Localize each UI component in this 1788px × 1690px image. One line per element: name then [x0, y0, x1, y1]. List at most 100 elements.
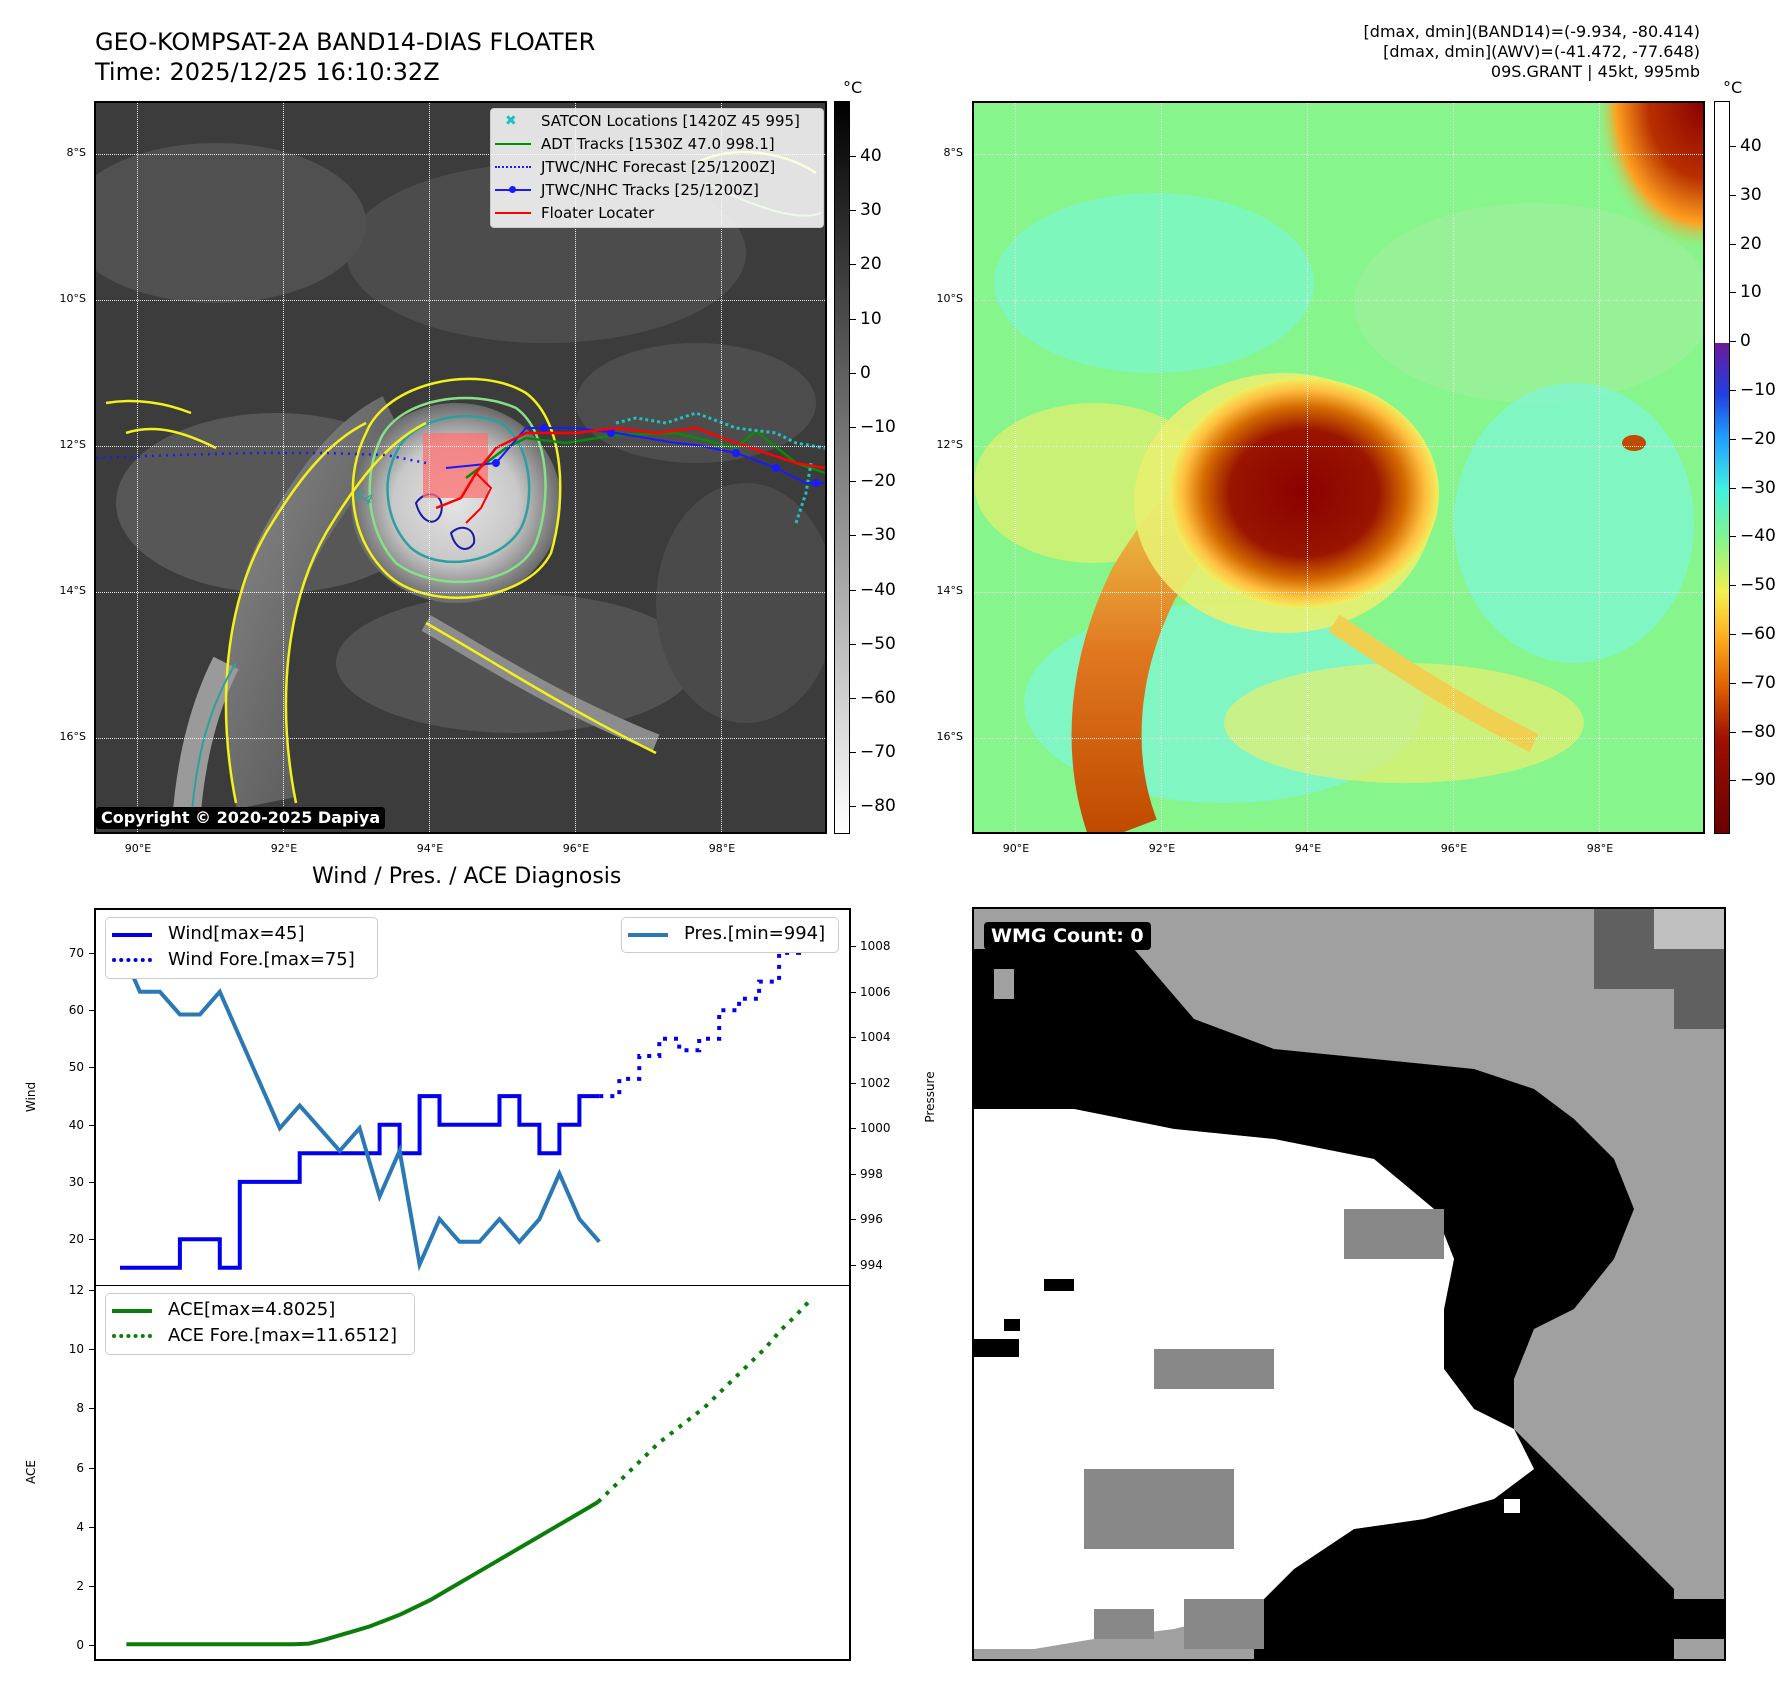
ir-lat-label-12s: 12°S — [59, 438, 86, 451]
enh-colorbar-tick-label: −90 — [1740, 770, 1776, 791]
ir-colorbar-tick-mark — [850, 318, 856, 320]
wind-legend: Wind[max=45] Wind Fore.[max=75] — [105, 917, 378, 979]
grid-lat-16 — [96, 738, 825, 739]
enh-colorbar-tick-label: −80 — [1740, 721, 1776, 742]
wind-ytick-mark — [89, 1067, 94, 1069]
grid-lon-90 — [137, 103, 138, 832]
ir-colorbar-tick-label: −80 — [860, 796, 896, 817]
wind-pressure-chart[interactable]: Wind[max=45] Wind Fore.[max=75] Pres.[mi… — [94, 908, 851, 1286]
ir-colorbar-tick-label: −30 — [860, 525, 896, 546]
info-awv-range: [dmax, dmin](AWV)=(-41.472, -77.648) — [1383, 42, 1700, 61]
pressure-ytick-mark — [851, 1173, 856, 1175]
ace-ytick-label: 10 — [68, 1342, 84, 1357]
grid-lat-12 — [96, 446, 825, 447]
contour-value-label: 64 — [352, 487, 375, 509]
enh-grid-lon-96 — [1453, 103, 1454, 832]
ace-ytick-label: 12 — [68, 1282, 84, 1297]
enh-colorbar-tick-mark — [1730, 536, 1736, 538]
ace-ytick-label: 0 — [76, 1638, 84, 1653]
enh-colorbar-tick-mark — [1730, 341, 1736, 343]
enh-colorbar-tick-mark — [1730, 292, 1736, 294]
ace-axis-label: ACE — [24, 1460, 38, 1484]
enh-colorbar-tick-mark — [1730, 780, 1736, 782]
wind-fore-line-icon — [112, 958, 152, 962]
grid-lon-96 — [575, 103, 576, 832]
pressure-ytick-label: 1008 — [860, 939, 891, 954]
enh-lat-label-12s: 12°S — [936, 438, 963, 451]
ir-lat-label-16s: 16°S — [59, 730, 86, 743]
ir-lon-label-98e: 98°E — [708, 842, 736, 855]
ir-colorbar-tick-label: 20 — [860, 254, 882, 275]
pressure-ytick-mark — [851, 1128, 856, 1130]
pressure-ytick-mark — [851, 1082, 856, 1084]
pressure-ytick-label: 1004 — [860, 1030, 891, 1045]
ace-ytick-mark — [89, 1645, 94, 1647]
ir-colorbar-tick-label: −10 — [860, 417, 896, 437]
enh-grid-lat-14 — [974, 592, 1703, 593]
ace-ytick-label: 8 — [76, 1401, 84, 1416]
enh-lat-label-14s: 14°S — [936, 584, 963, 597]
ir-colorbar-tick-mark — [850, 264, 856, 266]
ir-colorbar-tick-mark — [850, 752, 856, 754]
wind-ytick-mark — [89, 952, 94, 954]
enhanced-map-panel[interactable] — [972, 101, 1705, 834]
enhanced-ir-image — [974, 103, 1703, 832]
adt-track — [465, 429, 825, 479]
series-wind — [120, 1094, 600, 1270]
enh-colorbar-tick-mark — [1730, 585, 1736, 587]
enh-colorbar-tick-mark — [1730, 243, 1736, 245]
wmg-panel[interactable]: WMG Count: 0 — [972, 907, 1726, 1661]
enh-lat-label-8s: 8°S — [943, 146, 963, 159]
wind-ytick-mark — [89, 1239, 94, 1241]
ir-colorbar-tick-label: 10 — [860, 308, 882, 329]
pressure-ytick-mark — [851, 1219, 856, 1221]
ace-chart[interactable]: ACE[max=4.8025] ACE Fore.[max=11.6512] — [94, 1285, 851, 1661]
pressure-ytick-label: 998 — [860, 1166, 883, 1181]
ace-ytick-label: 6 — [76, 1460, 84, 1475]
ir-colorbar-tick-label: −70 — [860, 742, 896, 763]
pressure-ytick-mark — [851, 1037, 856, 1039]
wind-ytick-mark — [89, 1181, 94, 1183]
ir-colorbar-tick-label: 40 — [860, 146, 882, 166]
ir-colorbar-tick-mark — [850, 427, 856, 428]
enh-grid-lat-16 — [974, 738, 1703, 739]
wind-line-icon — [112, 933, 152, 937]
enh-colorbar-tick-label: −10 — [1740, 380, 1776, 400]
ir-colorbar-tick-mark — [850, 698, 856, 699]
ace-ytick-mark — [89, 1585, 94, 1587]
ace-fore-line-icon — [112, 1334, 152, 1338]
ace-ytick-mark — [89, 1408, 94, 1410]
enh-grid-lon-92 — [1161, 103, 1162, 832]
enh-colorbar-tick-mark — [1730, 731, 1736, 733]
enh-lon-label-90e: 90°E — [1002, 842, 1030, 855]
ir-lon-label-94e: 94°E — [416, 842, 444, 855]
diagnosis-title: Wind / Pres. / ACE Diagnosis — [312, 864, 622, 889]
wind-ytick-label: 70 — [68, 945, 84, 960]
ir-map-panel[interactable]: 64 ✖ SATCON Locations [1420Z 45 995] ADT… — [94, 101, 827, 834]
ace-legend: ACE[max=4.8025] ACE Fore.[max=11.6512] — [105, 1293, 415, 1355]
ace-ytick-label: 2 — [76, 1578, 84, 1593]
satcon-markers — [615, 411, 825, 450]
title-line-1: GEO-KOMPSAT-2A BAND14-DIAS FLOATER — [95, 28, 596, 56]
wind-axis-label: Wind — [24, 1081, 38, 1113]
enh-colorbar-tick-label: −20 — [1740, 428, 1776, 449]
enh-colorbar-tick-label: −70 — [1740, 672, 1776, 693]
enh-lat-label-16s: 16°S — [936, 730, 963, 743]
enh-colorbar — [1714, 101, 1730, 834]
enh-colorbar-tick-label: 20 — [1740, 233, 1762, 254]
enh-colorbar-tick-mark — [1730, 634, 1736, 635]
enh-colorbar-unit: °C — [1723, 78, 1743, 97]
enh-lon-label-96e: 96°E — [1440, 842, 1468, 855]
info-storm-summary: 09S.GRANT | 45kt, 995mb — [1490, 62, 1700, 81]
pressure-ytick-mark — [851, 991, 856, 993]
ir-colorbar-tick-mark — [850, 806, 856, 808]
pressure-ytick-label: 1002 — [860, 1075, 891, 1090]
ir-colorbar — [834, 101, 850, 834]
enh-colorbar-tick-label: −30 — [1740, 477, 1776, 498]
enh-grid-lat-8 — [974, 154, 1703, 155]
ir-colorbar-tick-mark — [850, 372, 856, 374]
series-ace — [126, 1500, 600, 1647]
ir-colorbar-tick-mark — [850, 643, 856, 645]
ir-colorbar-tick-label: −50 — [860, 633, 896, 654]
enh-grid-lat-10 — [974, 300, 1703, 301]
